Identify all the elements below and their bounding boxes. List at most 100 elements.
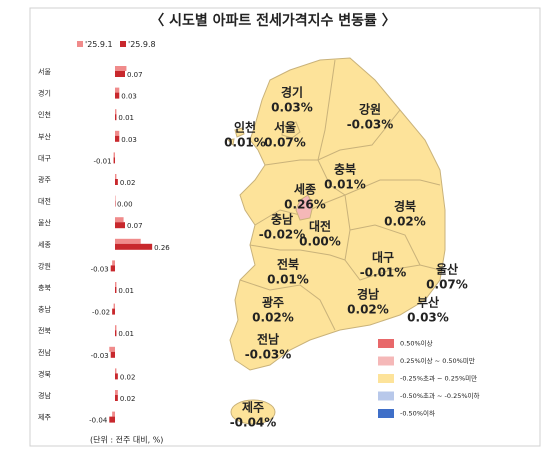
bar xyxy=(113,152,115,158)
region-name: 부산 xyxy=(417,295,439,310)
bar xyxy=(112,308,115,315)
region-name: 충남 xyxy=(271,212,293,227)
region-value: 0.02% xyxy=(252,311,294,325)
category-label: 경기 xyxy=(38,89,51,98)
region-name: 충북 xyxy=(334,162,356,177)
region-name: 세종 xyxy=(294,182,316,197)
value-label: 0.01 xyxy=(118,287,134,295)
value-label: 0.00 xyxy=(117,201,133,209)
map-legend-label: -0.50%이하 xyxy=(400,409,435,418)
region-name: 경북 xyxy=(394,200,416,214)
region-name: 전남 xyxy=(257,332,279,347)
category-label: 대전 xyxy=(38,197,51,206)
value-label: 0.07 xyxy=(127,222,143,230)
region-name: 인천 xyxy=(234,120,256,135)
bar xyxy=(115,66,127,71)
bar xyxy=(115,195,116,201)
value-label: -0.02 xyxy=(92,309,110,317)
legend-swatch xyxy=(120,41,126,47)
category-label: 경남 xyxy=(38,391,51,400)
region-name: 울산 xyxy=(436,262,458,277)
map-legend-label: -0.25%초과 ~ 0.25%미만 xyxy=(400,374,477,383)
region-name: 대전 xyxy=(309,219,331,234)
region-name: 광주 xyxy=(262,295,284,310)
bar xyxy=(113,303,115,309)
bar xyxy=(115,282,117,287)
map-legend-swatch xyxy=(378,409,394,418)
region-name: 경남 xyxy=(357,287,379,302)
value-label: -0.01 xyxy=(93,157,111,165)
bar xyxy=(112,260,115,266)
bar xyxy=(115,200,116,207)
bar xyxy=(115,390,118,395)
category-label: 충북 xyxy=(38,283,51,292)
region-name: 서울 xyxy=(274,120,296,135)
region-value: -0.01% xyxy=(360,266,407,280)
region-name: 경기 xyxy=(281,85,303,100)
category-label: 충남 xyxy=(38,305,51,314)
bar xyxy=(109,416,115,423)
region-value: 0.03% xyxy=(271,101,313,115)
value-label: -0.04 xyxy=(89,417,108,425)
legend-label: '25.9.1 xyxy=(85,40,113,49)
region-value: 0.01% xyxy=(267,273,309,287)
category-label: 부산 xyxy=(38,132,51,141)
value-label: 0.02 xyxy=(120,179,136,187)
category-label: 전북 xyxy=(38,326,51,335)
category-label: 전남 xyxy=(38,348,51,357)
bar xyxy=(115,114,117,121)
category-label: 제주 xyxy=(38,414,51,422)
bar xyxy=(115,373,118,380)
value-label: 0.02 xyxy=(120,373,136,381)
region-value: 0.01% xyxy=(224,136,266,150)
bar xyxy=(112,411,115,417)
region-value: -0.02% xyxy=(259,228,306,242)
value-label: 0.26 xyxy=(154,244,170,252)
region-value: 0.01% xyxy=(324,178,366,192)
bar xyxy=(115,368,117,374)
region-name: 전북 xyxy=(277,257,299,272)
value-label: 0.01 xyxy=(118,330,134,338)
bar xyxy=(110,265,115,272)
value-label: 0.01 xyxy=(118,114,134,122)
bar xyxy=(115,71,125,77)
region-value: 0.07% xyxy=(426,278,468,292)
map-legend-label: 0.25%이상 ~ 0.50%미만 xyxy=(400,356,475,365)
region-name: 제주 xyxy=(242,401,264,415)
value-label: -0.03 xyxy=(91,352,109,360)
region-value: -0.04% xyxy=(230,416,277,430)
region-value: -0.03% xyxy=(245,348,292,362)
bar xyxy=(110,351,115,358)
category-label: 대구 xyxy=(38,154,51,162)
bar xyxy=(115,109,117,115)
frame xyxy=(29,7,541,447)
region-value: 0.03% xyxy=(407,311,449,325)
bar xyxy=(115,87,120,93)
map-legend-swatch xyxy=(378,356,394,366)
value-label: 0.02 xyxy=(120,395,136,403)
bar xyxy=(115,179,118,185)
region-value: -0.03% xyxy=(347,118,394,132)
title: 〈 시도별 아파트 전세가격지수 변동률 〉 xyxy=(150,12,396,29)
region-value: 0.02% xyxy=(384,215,426,229)
category-label: 서울 xyxy=(38,67,51,76)
bar xyxy=(115,243,153,250)
map-legend-swatch xyxy=(378,339,394,348)
bar xyxy=(115,222,125,229)
value-label: 0.03 xyxy=(121,136,137,144)
region-value: 0.02% xyxy=(347,303,389,317)
value-label: 0.03 xyxy=(121,93,137,101)
category-label: 울산 xyxy=(38,218,51,227)
bar xyxy=(115,130,120,136)
region-name: 대구 xyxy=(372,251,394,265)
bar xyxy=(115,325,117,331)
category-label: 경북 xyxy=(38,369,51,378)
bar xyxy=(115,174,117,179)
map-legend-label: -0.50%초과 ~ -0.25%이하 xyxy=(400,391,480,400)
category-label: 광주 xyxy=(38,176,51,184)
legend-swatch xyxy=(77,41,83,47)
region-value: 0.26% xyxy=(284,198,326,212)
bar xyxy=(115,287,117,293)
legend-label: '25.9.8 xyxy=(128,40,156,49)
map-legend-swatch xyxy=(378,391,394,401)
